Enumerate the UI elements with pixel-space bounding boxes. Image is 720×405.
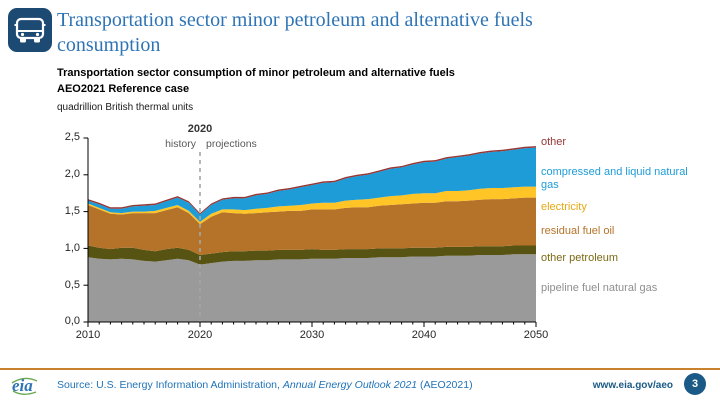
- y-tick-label: 1,5: [64, 205, 80, 217]
- vehicle-icon: [14, 17, 46, 43]
- page-number-badge: 3: [684, 373, 706, 395]
- eia-globe-icon: [11, 377, 38, 395]
- x-tick-label: 2010: [75, 329, 101, 341]
- legend-item-other-petroleum: other petroleum: [541, 252, 619, 264]
- y-tick-label: 2,5: [64, 131, 80, 143]
- y-tick-label: 1,0: [64, 242, 80, 254]
- source-report-name: Annual Energy Outlook 2021: [282, 379, 418, 391]
- x-tick-label: 2020: [187, 329, 213, 341]
- legend-item-electricity: electricity: [541, 201, 587, 213]
- units-label: quadrillion British thermal units: [57, 102, 194, 113]
- page-title: Transportation sector minor petroleum an…: [57, 9, 533, 56]
- legend-item-residual-fuel-oil: residual fuel oil: [541, 225, 615, 237]
- chart-title: Transportation sector consumption of min…: [57, 67, 455, 79]
- case-label: AEO2021 Reference case: [57, 83, 190, 95]
- divider-year-label: 2020: [187, 123, 213, 135]
- source-suffix: (AEO2021): [417, 379, 473, 391]
- legend-item-other: other: [541, 136, 567, 148]
- projections-label: projections: [206, 138, 257, 150]
- footer-url: www.eia.gov/aeo: [592, 380, 673, 391]
- stacked-area-chart: [83, 137, 537, 327]
- y-tick-label: 0,5: [64, 279, 80, 291]
- vehicle-icon-badge: [8, 8, 52, 52]
- footer-divider: [0, 368, 720, 370]
- legend-item-pipeline-fuel: pipeline fuel natural gas: [541, 282, 658, 294]
- source-note: Source: U.S. Energy Information Administ…: [57, 379, 473, 391]
- y-tick-label: 0,0: [64, 315, 80, 327]
- eia-logo-text: eia: [12, 376, 33, 395]
- eia-logo: eia: [10, 374, 54, 400]
- x-tick-label: 2050: [523, 329, 549, 341]
- y-tick-label: 2,0: [64, 168, 80, 180]
- legend-item-cng-lng: compressed and liquid natural gas: [541, 166, 688, 191]
- x-tick-label: 2030: [299, 329, 325, 341]
- source-prefix: Source: U.S. Energy Information Administ…: [57, 379, 283, 391]
- x-tick-label: 2040: [411, 329, 437, 341]
- history-label: history: [165, 138, 196, 150]
